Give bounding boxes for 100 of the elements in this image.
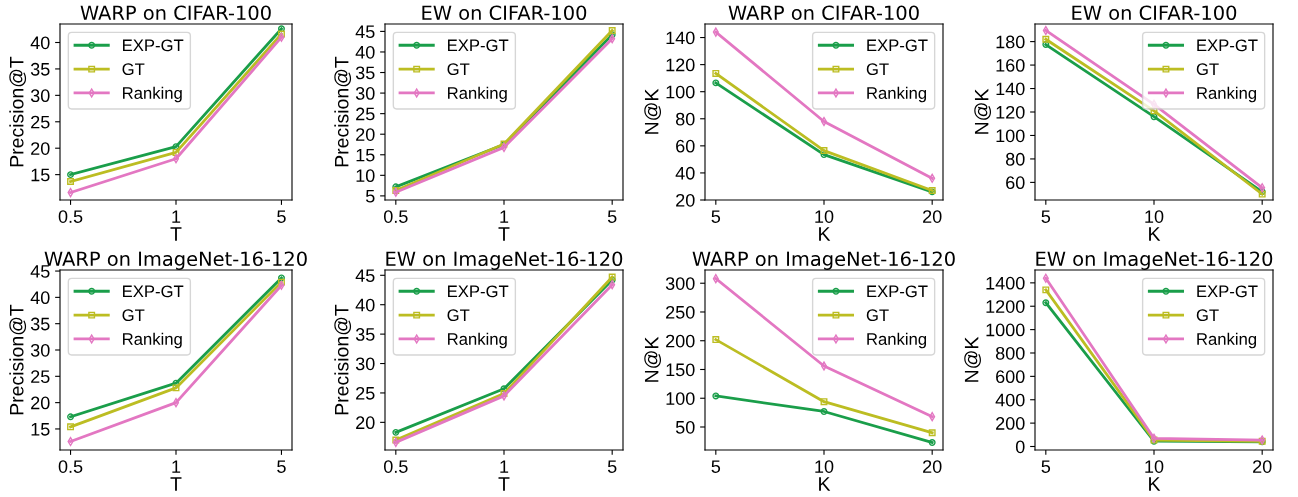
- x-tick-label: 10: [1145, 210, 1164, 223]
- x-tick-label: 1: [172, 460, 181, 473]
- chart-title: EW on CIFAR-100: [1072, 5, 1237, 21]
- x-tick-label: 0.5: [383, 210, 408, 223]
- x-tick-label: 20: [1253, 460, 1272, 473]
- y-tick-label: 800: [995, 346, 1025, 360]
- y-axis-title: N@K: [964, 336, 981, 382]
- x-tick-label: 20: [923, 460, 942, 473]
- x-axis-title: K: [819, 477, 831, 491]
- y-tick-label: 140: [666, 31, 695, 45]
- x-tick-label: 10: [815, 460, 834, 473]
- x-tick-label: 10: [1145, 460, 1164, 473]
- chart-title: WARP on ImageNet-16-120: [692, 251, 955, 270]
- legend-label: GT: [1196, 63, 1219, 76]
- legend-label: Ranking: [448, 86, 507, 103]
- y-tick-label: 80: [675, 112, 695, 126]
- y-tick-label: 20: [31, 142, 50, 155]
- legend-label: EXP-GT: [448, 39, 509, 52]
- legend-label: EXP-GT: [867, 285, 928, 298]
- y-tick-label: 20: [356, 128, 375, 141]
- y-tick-label: 160: [996, 59, 1025, 72]
- y-tick-label: 30: [30, 343, 50, 357]
- legend-label: GT: [866, 63, 889, 76]
- y-tick-label: 20: [676, 193, 695, 207]
- legend-label: GT: [122, 309, 145, 322]
- legend-label: GT: [1196, 309, 1219, 322]
- y-axis-title: N@K: [644, 88, 662, 134]
- y-tick-label: 5: [365, 190, 375, 203]
- x-axis-title: K: [1149, 227, 1161, 241]
- legend-label: Ranking: [123, 86, 182, 103]
- y-tick-label: 150: [666, 363, 695, 377]
- y-tick-label: 35: [30, 317, 50, 331]
- chart-title: EW on ImageNet-16-120: [1036, 251, 1273, 270]
- y-tick-label: 1200: [986, 300, 1025, 313]
- legend-label: Ranking: [1197, 332, 1257, 349]
- y-tick-label: 10: [356, 169, 375, 183]
- y-axis-title: N@K: [644, 336, 662, 382]
- legend-label: GT: [447, 309, 470, 322]
- y-tick-label: 20: [31, 396, 50, 410]
- y-tick-label: 60: [676, 139, 695, 153]
- y-axis-title: N@K: [974, 88, 992, 134]
- x-axis-title: T: [498, 227, 510, 241]
- x-tick-label: 0.5: [383, 460, 408, 473]
- y-tick-label: 180: [996, 35, 1025, 49]
- x-tick-label: 5: [1041, 460, 1051, 473]
- y-tick-label: 60: [1006, 176, 1025, 190]
- y-tick-label: 0: [1015, 440, 1025, 454]
- chart-title: EW on CIFAR-100: [422, 5, 587, 21]
- y-tick-label: 100: [666, 392, 695, 405]
- y-tick-label: 120: [996, 105, 1025, 119]
- x-axis-title: T: [498, 477, 510, 491]
- x-axis-title: T: [170, 227, 182, 241]
- legend-label: Ranking: [1197, 86, 1257, 103]
- y-axis-title: Precision@T: [334, 56, 352, 167]
- legend-label: Ranking: [867, 86, 927, 103]
- y-tick-label: 30: [355, 87, 375, 100]
- legend-label: Ranking: [123, 332, 182, 349]
- y-tick-label: 80: [1005, 152, 1025, 166]
- x-tick-label: 5: [1041, 210, 1051, 223]
- y-tick-label: 40: [675, 166, 695, 180]
- y-tick-label: 20: [356, 416, 375, 430]
- x-tick-label: 0.5: [58, 460, 83, 473]
- y-tick-label: 40: [30, 36, 50, 50]
- legend-label: EXP-GT: [123, 39, 184, 52]
- x-tick-label: 5: [607, 460, 617, 473]
- y-tick-label: 25: [356, 107, 375, 121]
- y-tick-label: 100: [996, 129, 1025, 143]
- x-tick-label: 5: [277, 210, 286, 223]
- legend-label: EXP-GT: [123, 285, 184, 298]
- y-tick-label: 45: [355, 269, 375, 283]
- y-tick-label: 40: [355, 45, 375, 59]
- legend-label: EXP-GT: [1197, 285, 1258, 298]
- x-tick-label: 20: [1253, 210, 1272, 223]
- y-tick-label: 1400: [986, 276, 1025, 290]
- y-tick-label: 25: [356, 386, 375, 400]
- chart-title: WARP on CIFAR-100: [80, 5, 271, 21]
- y-tick-label: 40: [355, 298, 375, 312]
- legend-label: GT: [866, 309, 889, 322]
- y-tick-label: 250: [666, 305, 695, 319]
- x-tick-label: 5: [607, 210, 617, 223]
- y-tick-label: 25: [31, 370, 50, 384]
- y-tick-label: 15: [356, 148, 375, 162]
- y-tick-label: 30: [355, 357, 375, 371]
- y-tick-label: 400: [995, 393, 1025, 407]
- y-tick-label: 40: [30, 291, 50, 305]
- y-tick-label: 15: [31, 423, 50, 436]
- legend-label: Ranking: [448, 332, 507, 349]
- y-tick-label: 25: [31, 115, 50, 129]
- x-tick-label: 5: [277, 460, 286, 473]
- y-axis-title: Precision@T: [334, 304, 352, 415]
- y-tick-label: 50: [675, 420, 695, 434]
- y-tick-label: 100: [666, 85, 695, 99]
- y-tick-label: 600: [996, 370, 1025, 384]
- x-tick-label: 20: [923, 210, 942, 223]
- y-tick-label: 140: [996, 82, 1025, 96]
- y-axis-title: Precision@T: [9, 56, 27, 167]
- y-tick-label: 35: [355, 328, 375, 341]
- chart-title: WARP on CIFAR-100: [728, 5, 919, 21]
- legend-label: EXP-GT: [867, 39, 928, 52]
- y-tick-label: 15: [31, 168, 50, 182]
